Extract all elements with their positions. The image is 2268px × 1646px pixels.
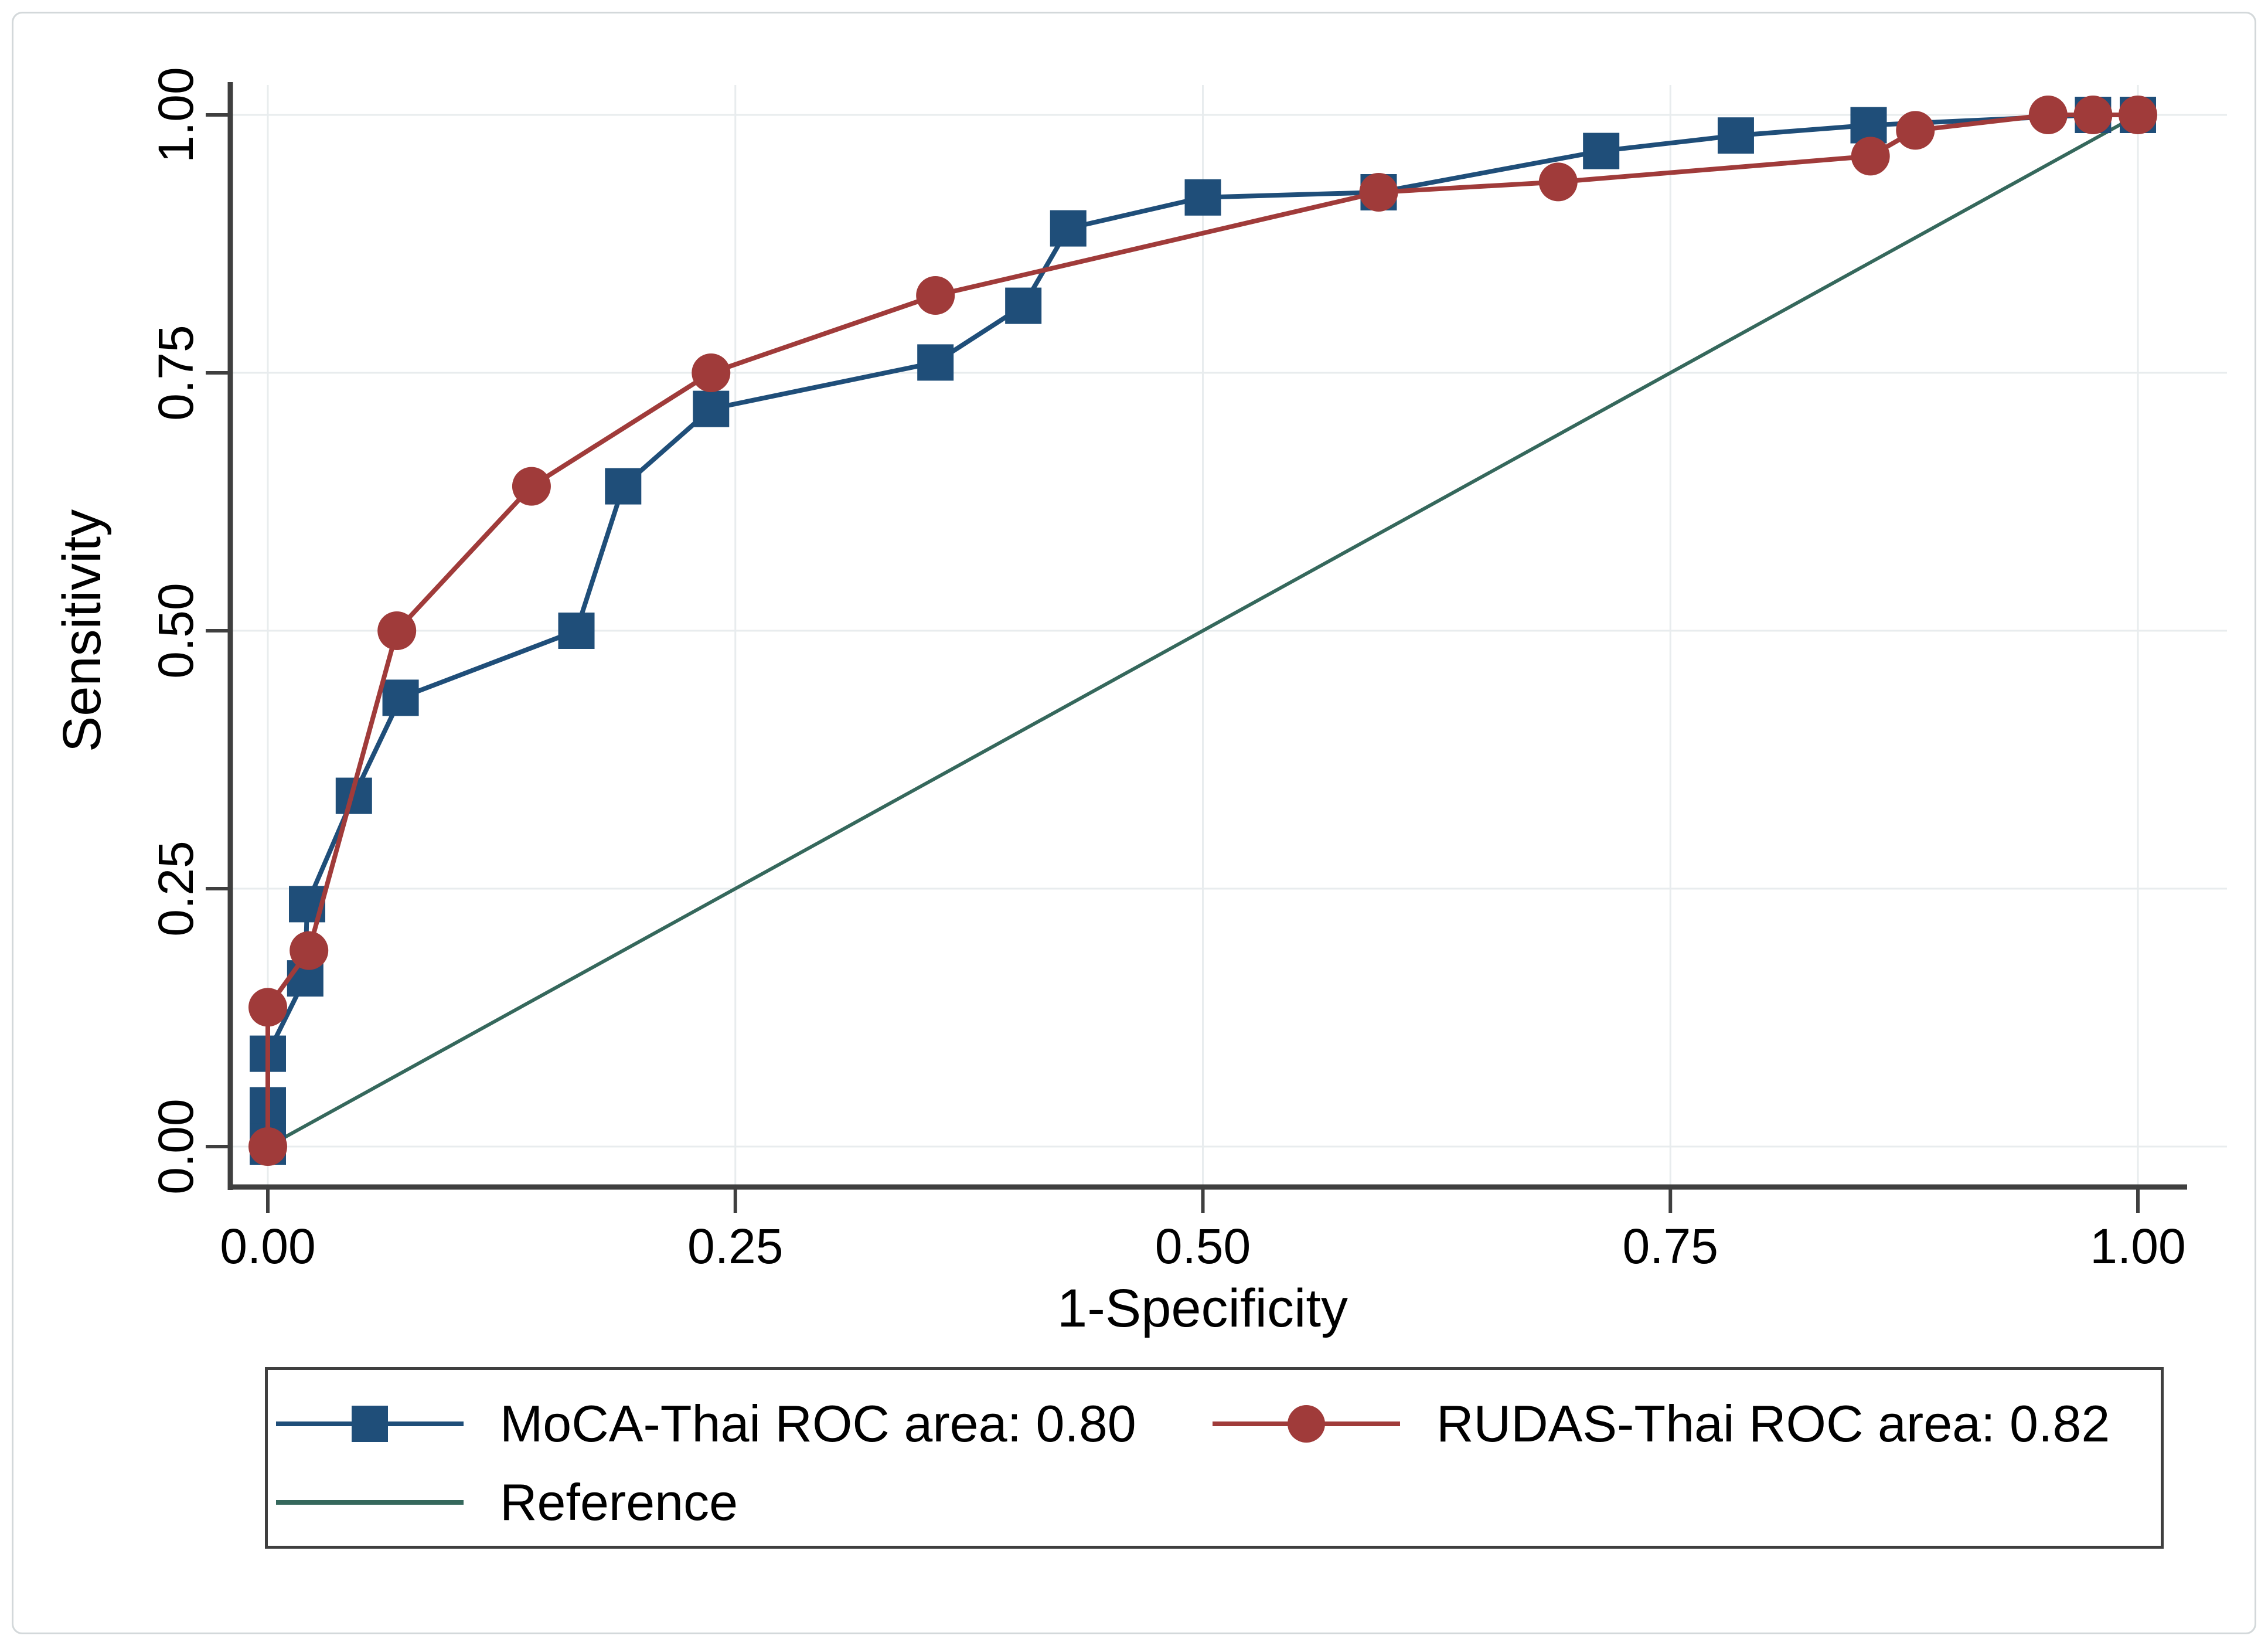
y-tick-label: 0.50 — [148, 583, 203, 679]
legend-label-rudas: RUDAS-Thai ROC area: 0.82 — [1436, 1395, 2110, 1453]
series-rudas — [248, 96, 2157, 1166]
circle-data-marker — [1896, 111, 1935, 150]
y-tick-label: 0.00 — [148, 1099, 203, 1195]
circle-data-marker — [916, 276, 955, 315]
rudas-swatch — [1213, 1398, 1400, 1450]
moca-swatch — [276, 1398, 464, 1450]
reference-line-swatch — [276, 1500, 464, 1505]
legend-entry-moca: MoCA-Thai ROC area: 0.80 — [276, 1398, 1136, 1450]
circle-data-marker — [512, 467, 551, 506]
circle-data-marker — [1359, 173, 1398, 212]
circle-data-marker — [2119, 96, 2157, 134]
x-axis-title: 1-Specificity — [1057, 1278, 1348, 1338]
square-data-marker — [1583, 132, 1620, 169]
square-data-marker — [1184, 179, 1221, 216]
legend-entry-reference: Reference — [276, 1477, 738, 1528]
series-line — [265, 113, 2140, 1149]
square-data-marker — [382, 679, 419, 716]
circle-data-marker — [290, 931, 329, 970]
y-tick-label: 1.00 — [148, 67, 203, 163]
series-line — [266, 113, 2140, 1148]
y-axis-title: Sensitivity — [52, 509, 112, 753]
legend-entry-rudas: RUDAS-Thai ROC area: 0.82 — [1213, 1398, 2110, 1450]
circle-data-marker — [1538, 162, 1578, 202]
circle-data-marker — [2073, 96, 2113, 134]
square-data-marker — [605, 468, 642, 505]
series-reference — [266, 113, 2140, 1148]
x-tick-label: 0.75 — [1623, 1219, 1719, 1274]
square-data-marker — [917, 344, 954, 381]
x-tick-label: 0.25 — [687, 1219, 784, 1274]
circle-data-marker — [2028, 96, 2068, 134]
tick-labels: 0.00 0.25 0.50 0.75 1.00 0.00 0.25 0.50 0.75 1.00 — [148, 67, 2186, 1274]
x-tick-label: 1.00 — [2090, 1219, 2186, 1274]
circle-data-marker — [248, 1127, 287, 1166]
reference-swatch — [276, 1477, 464, 1528]
gridlines — [231, 85, 2227, 1187]
circle-data-marker — [377, 611, 417, 650]
legend-box: MoCA-Thai ROC area: 0.80 RUDAS-Thai ROC … — [265, 1367, 2164, 1549]
square-data-marker — [1050, 210, 1087, 247]
circle-marker-icon — [1288, 1405, 1325, 1443]
x-tick-label: 0.50 — [1155, 1219, 1251, 1274]
y-tick-label: 0.25 — [148, 841, 203, 937]
circle-data-marker — [1851, 137, 1890, 176]
circle-data-marker — [692, 353, 731, 392]
square-data-marker — [558, 613, 595, 649]
square-data-marker — [1717, 117, 1754, 154]
x-tick-label: 0.00 — [220, 1219, 316, 1274]
square-data-marker — [1005, 287, 1042, 324]
legend-label-reference: Reference — [500, 1473, 738, 1531]
series-moca — [250, 97, 2156, 1165]
square-marker-icon — [352, 1406, 388, 1442]
circle-data-marker — [248, 988, 287, 1027]
axes — [206, 82, 2187, 1213]
square-data-marker — [693, 390, 730, 427]
legend-label-moca: MoCA-Thai ROC area: 0.80 — [500, 1395, 1136, 1453]
y-tick-label: 0.75 — [148, 325, 203, 421]
